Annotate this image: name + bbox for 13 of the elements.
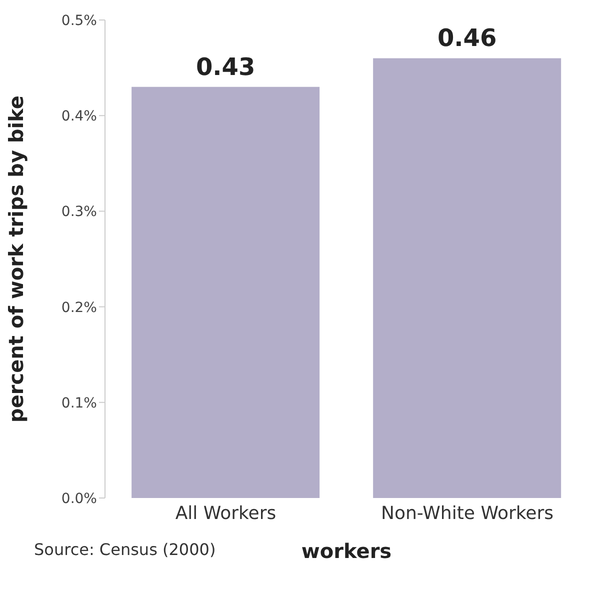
y-tick-label: 0.4%: [61, 108, 97, 125]
y-tick-label: 0.1%: [61, 395, 97, 412]
y-tick-label: 0.0%: [61, 490, 97, 507]
y-axis-title: percent of work trips by bike: [4, 96, 28, 422]
y-tick-label: 0.5%: [61, 12, 97, 29]
x-axis-title: workers: [301, 539, 392, 563]
data-label: 0.43: [196, 52, 256, 81]
x-tick-label: Non-White Workers: [380, 502, 554, 524]
source-note: Source: Census (2000): [34, 540, 216, 559]
data-label: 0.46: [437, 24, 497, 52]
y-tick-label: 0.3%: [61, 204, 97, 220]
y-tick-label: 0.2%: [61, 300, 97, 316]
x-tick-label: All Workers: [175, 502, 276, 524]
